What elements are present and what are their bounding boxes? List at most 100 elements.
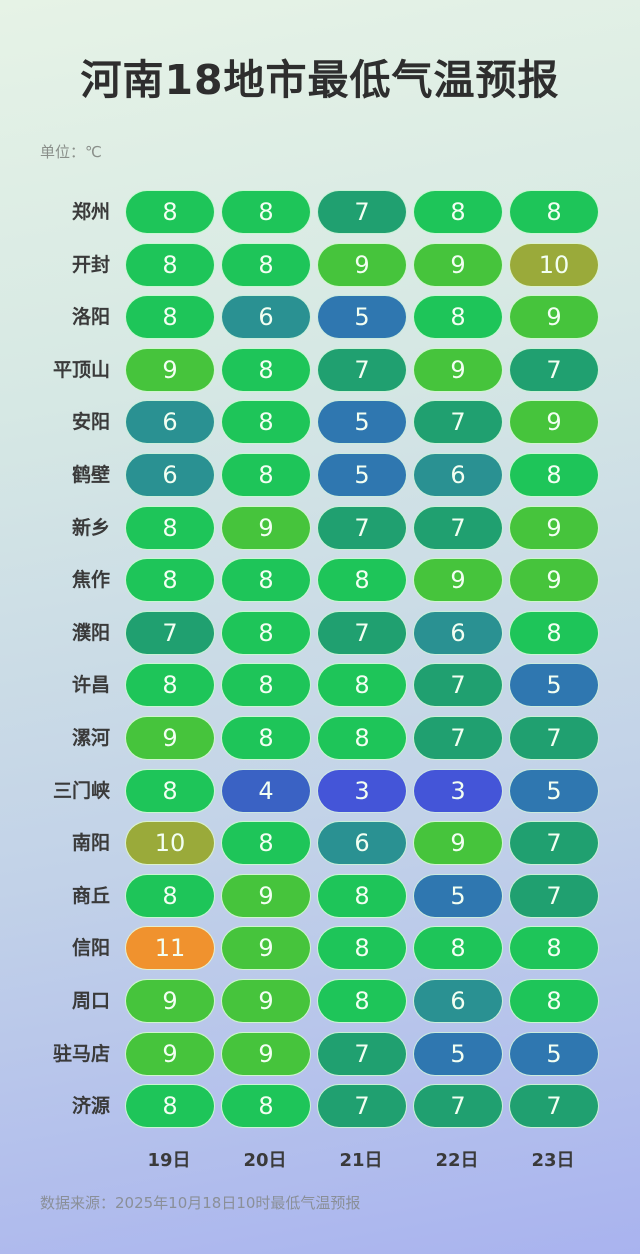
temperature-cell: 7 (125, 611, 215, 655)
temperature-cell: 9 (125, 348, 215, 392)
city-label: 许昌 (71, 674, 110, 696)
temperature-cell: 8 (125, 874, 215, 918)
temperature-cell: 8 (221, 821, 311, 865)
temperature-cell: 8 (509, 190, 599, 234)
temperature-cell: 6 (125, 453, 215, 497)
temperature-cell: 8 (317, 979, 407, 1023)
temperature-cell: 5 (317, 453, 407, 497)
temperature-cell: 8 (221, 453, 311, 497)
temperature-cell: 8 (413, 190, 503, 234)
temperature-cell: 8 (125, 243, 215, 287)
city-label: 鹤壁 (71, 464, 110, 486)
city-label: 济源 (71, 1095, 110, 1117)
temperature-cell: 5 (509, 663, 599, 707)
temperature-cell: 8 (125, 769, 215, 813)
city-label: 周口 (71, 990, 110, 1012)
day-label: 20日 (243, 1150, 287, 1171)
city-label: 开封 (71, 254, 110, 276)
temperature-cell: 8 (125, 663, 215, 707)
temperature-cell: 6 (413, 453, 503, 497)
temperature-cell: 7 (509, 1084, 599, 1128)
temperature-cell: 7 (317, 190, 407, 234)
temperature-cell: 9 (509, 295, 599, 339)
temperature-cell: 4 (221, 769, 311, 813)
temperature-cell: 6 (221, 295, 311, 339)
temperature-cell: 7 (413, 400, 503, 444)
temperature-cell: 5 (413, 874, 503, 918)
temperature-cell: 8 (221, 243, 311, 287)
city-label: 驻马店 (52, 1043, 110, 1065)
temperature-cell: 9 (413, 821, 503, 865)
temperature-cell: 9 (413, 558, 503, 602)
temperature-cell: 9 (413, 243, 503, 287)
day-label: 23日 (531, 1150, 575, 1171)
data-source-footer: 数据来源：2025年10月18日10时最低气温预报 (40, 1194, 361, 1212)
temperature-cell: 8 (221, 190, 311, 234)
temperature-cell: 5 (413, 1032, 503, 1076)
temperature-cell: 8 (509, 979, 599, 1023)
temperature-cell: 3 (413, 769, 503, 813)
temperature-cell: 8 (413, 295, 503, 339)
temperature-cell: 9 (509, 506, 599, 550)
temperature-cell: 9 (221, 874, 311, 918)
temperature-cell: 8 (125, 558, 215, 602)
temperature-cell: 9 (509, 558, 599, 602)
temperature-cell: 8 (125, 1084, 215, 1128)
temperature-cell: 5 (317, 295, 407, 339)
temperature-cell: 9 (509, 400, 599, 444)
temperature-cell: 8 (125, 190, 215, 234)
city-label: 安阳 (71, 411, 110, 433)
temperature-cell: 8 (509, 926, 599, 970)
day-label: 19日 (147, 1150, 191, 1171)
temperature-cell: 8 (221, 611, 311, 655)
temperature-cell: 8 (317, 716, 407, 760)
temperature-cell: 9 (125, 716, 215, 760)
temperature-cell: 11 (125, 926, 215, 970)
temperature-cell: 8 (317, 663, 407, 707)
temperature-cell: 8 (221, 716, 311, 760)
temperature-cell: 5 (509, 769, 599, 813)
city-label: 南阳 (71, 832, 110, 854)
temperature-cell: 7 (413, 506, 503, 550)
temperature-cell: 8 (509, 611, 599, 655)
temperature-cell: 10 (509, 243, 599, 287)
temperature-cell: 8 (509, 453, 599, 497)
city-label: 新乡 (71, 517, 110, 539)
temperature-cell: 8 (125, 506, 215, 550)
temperature-cell: 8 (125, 295, 215, 339)
unit-label: 单位：℃ (40, 143, 102, 161)
temperature-cell: 7 (413, 663, 503, 707)
temperature-cell: 9 (221, 979, 311, 1023)
temperature-cell: 8 (221, 1084, 311, 1128)
city-label: 信阳 (71, 937, 110, 959)
temperature-cell: 3 (317, 769, 407, 813)
temperature-cell: 7 (509, 348, 599, 392)
temperature-cell: 7 (413, 1084, 503, 1128)
temperature-cell: 7 (413, 716, 503, 760)
temperature-cell: 9 (125, 1032, 215, 1076)
temperature-cell: 7 (509, 716, 599, 760)
temperature-cell: 7 (317, 1032, 407, 1076)
city-label: 焦作 (71, 569, 110, 591)
temperature-cell: 8 (221, 558, 311, 602)
temperature-cell: 6 (413, 611, 503, 655)
temperature-cell: 8 (317, 926, 407, 970)
day-label: 21日 (339, 1150, 383, 1171)
temperature-cell: 9 (317, 243, 407, 287)
city-label: 三门峡 (52, 780, 110, 802)
temperature-cell: 7 (509, 821, 599, 865)
temperature-cell: 8 (413, 926, 503, 970)
city-label: 商丘 (71, 885, 110, 907)
temperature-cell: 9 (221, 1032, 311, 1076)
temperature-cell: 8 (221, 663, 311, 707)
temperature-cell: 6 (125, 400, 215, 444)
page-title: 河南18地市最低气温预报 (80, 56, 560, 104)
temperature-cell: 7 (317, 1084, 407, 1128)
temperature-cell: 8 (221, 348, 311, 392)
city-label: 濮阳 (71, 622, 110, 644)
temperature-cell: 7 (317, 611, 407, 655)
temperature-cell: 5 (317, 400, 407, 444)
temperature-cell: 6 (413, 979, 503, 1023)
temperature-cell: 8 (221, 400, 311, 444)
temperature-cell: 10 (125, 821, 215, 865)
